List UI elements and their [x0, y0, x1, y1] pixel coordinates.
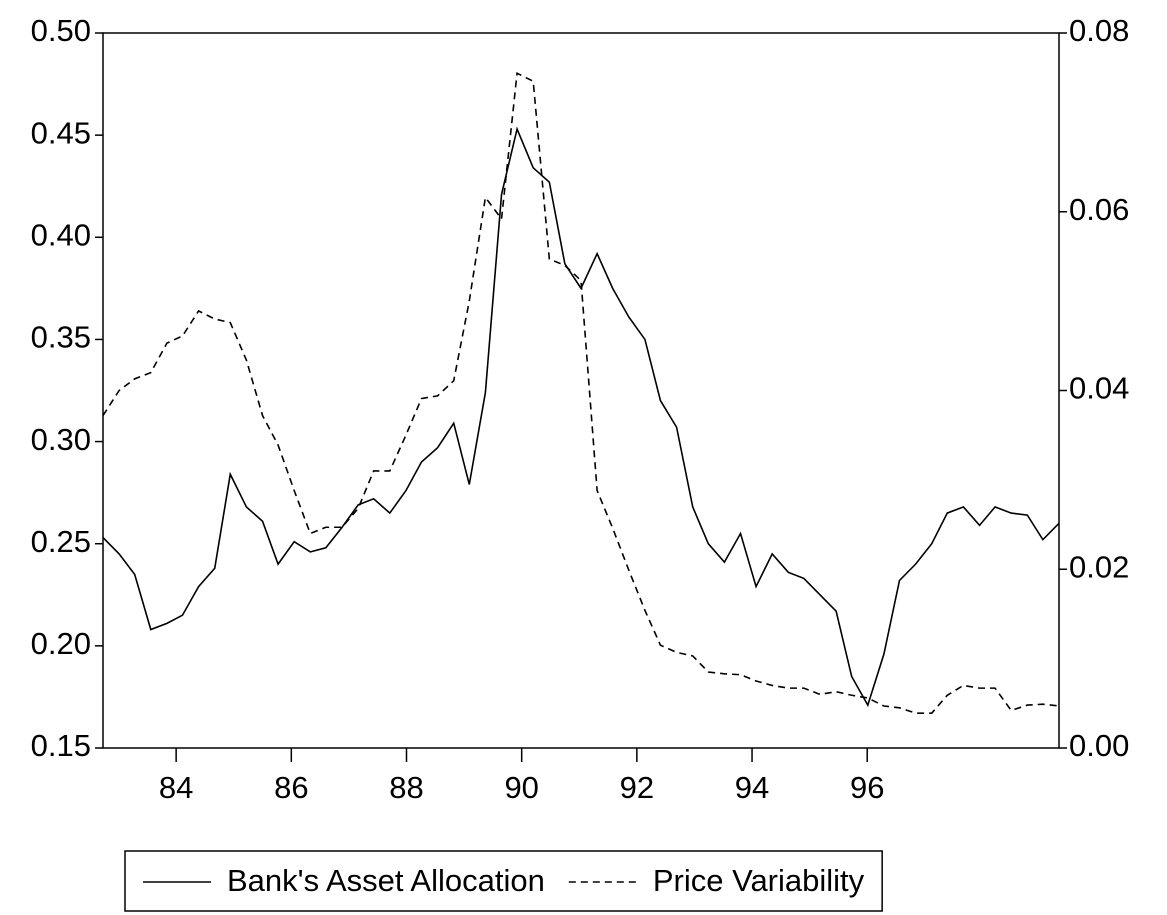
y-tick-label: 0.15 [31, 728, 91, 763]
x-tick-label: 92 [620, 770, 654, 805]
x-tick-label: 90 [504, 770, 538, 805]
y2-tick-label: 0.02 [1069, 549, 1129, 584]
y-tick-label: 0.45 [31, 115, 91, 150]
x-tick-label: 96 [850, 770, 884, 805]
x-tick-label: 84 [159, 770, 193, 805]
x-tick-label: 86 [274, 770, 308, 805]
y-tick-label: 0.35 [31, 320, 91, 355]
series-line [102, 126, 1060, 708]
y2-tick-label: 0.04 [1069, 371, 1129, 406]
y-tick-label: 0.50 [31, 13, 91, 48]
legend: Bank's Asset Allocation Price Variability [124, 850, 883, 912]
legend-label: Price Variability [653, 863, 865, 898]
legend-box [124, 850, 883, 912]
y2-tick-label: 0.08 [1069, 13, 1129, 48]
plot-frame [102, 32, 1060, 749]
x-tick-label: 94 [735, 770, 769, 805]
y-tick-label: 0.30 [31, 422, 91, 457]
y2-tick-label: 0.06 [1069, 192, 1129, 227]
legend-label: Bank's Asset Allocation [227, 863, 545, 898]
y-tick-label: 0.40 [31, 217, 91, 252]
y-tick-label: 0.25 [31, 524, 91, 559]
series-line [102, 71, 1060, 714]
y-tick-label: 0.20 [31, 626, 91, 661]
x-tick-label: 88 [389, 770, 423, 805]
y2-tick-label: 0.00 [1069, 728, 1129, 763]
